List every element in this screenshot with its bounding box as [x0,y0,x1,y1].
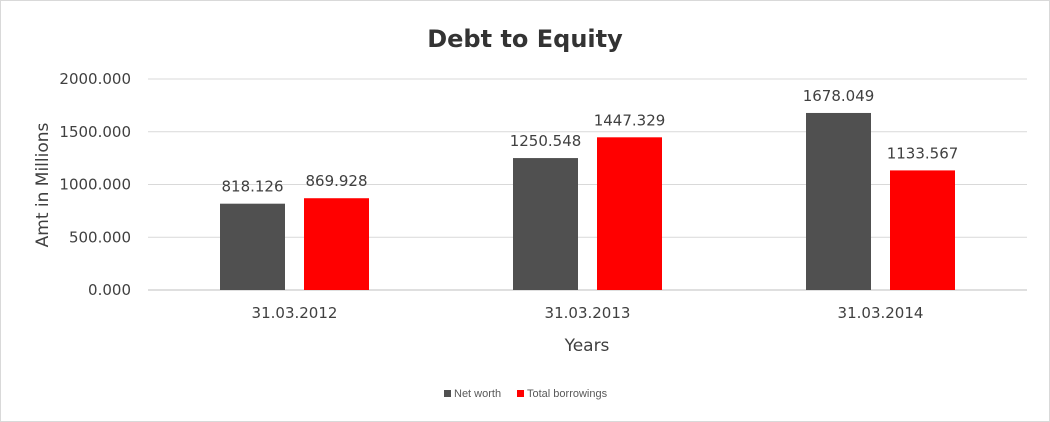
legend: Net worth Total borrowings [444,388,608,400]
y-axis-title: Amt in Millions [33,122,53,247]
bar-net-worth [220,203,285,290]
data-label: 1250.548 [510,132,582,150]
x-tick-label: 31.03.2014 [838,304,924,322]
y-tick-label: 2000.000 [59,70,131,88]
bar-net-worth [513,158,578,290]
y-tick-label: 0.000 [88,281,131,299]
legend-label: Net worth [454,388,501,400]
y-tick-label: 1000.000 [59,176,131,194]
data-label: 1133.567 [887,144,959,162]
y-tick-label: 500.000 [69,228,131,246]
data-label: 1447.329 [594,111,666,129]
gridlines [148,78,1027,291]
y-axis-tick-labels: 0.000 500.000 1000.000 1500.000 2000.000 [59,70,131,299]
x-axis-title: Years [564,336,610,356]
legend-swatch [444,390,451,397]
data-labels: 818.126 869.928 1250.548 1447.329 1678.049 11… [221,87,958,196]
x-tick-label: 31.03.2012 [252,304,338,322]
legend-label: Total borrowings [527,388,608,400]
data-label: 869.928 [305,172,367,190]
bars [220,112,955,291]
legend-swatch [517,390,524,397]
chart-title: Debt to Equity [427,25,623,53]
x-axis-tick-labels: 31.03.2012 31.03.2013 31.03.2014 [252,304,924,322]
data-label: 1678.049 [803,87,875,105]
data-label: 818.126 [221,178,283,196]
x-tick-label: 31.03.2013 [545,304,631,322]
bar-total-borrowings [890,170,955,290]
bar-net-worth [806,112,871,291]
bar-total-borrowings [304,198,369,290]
bar-total-borrowings [597,137,662,290]
y-tick-label: 1500.000 [59,123,131,141]
